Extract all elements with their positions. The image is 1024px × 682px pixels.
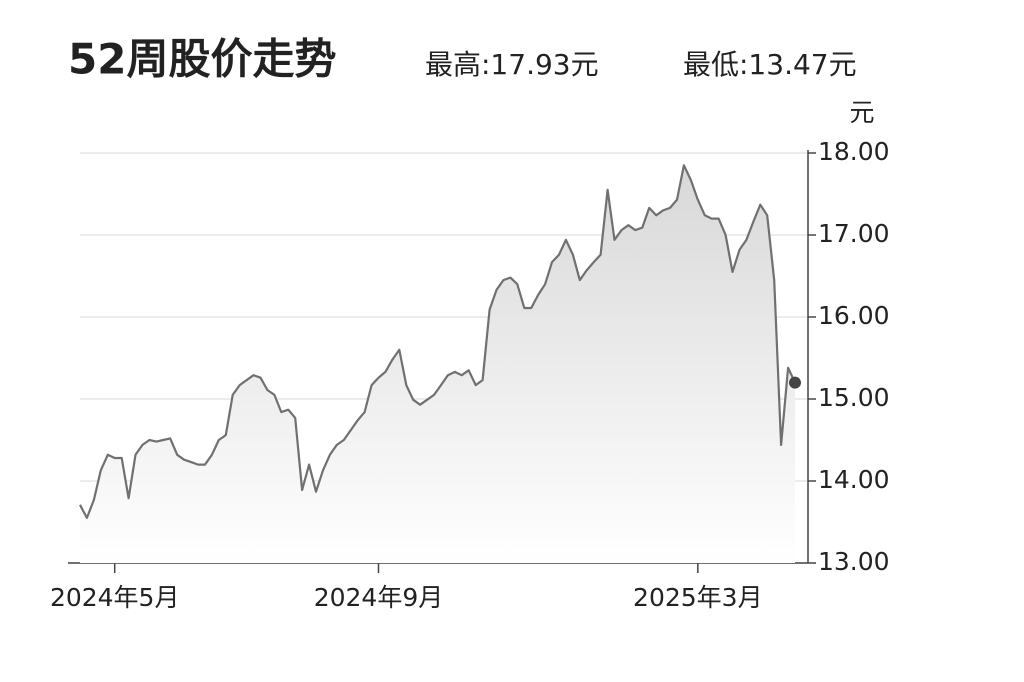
low-price: 最低:13.47元 [683, 48, 857, 81]
x-tick-label: 2024年9月 [314, 583, 444, 612]
y-tick-label: 13.00 [818, 547, 890, 576]
y-tick-label: 14.00 [818, 465, 890, 494]
area [80, 165, 795, 564]
y-unit: 元 [849, 98, 874, 127]
y-tick-label: 16.00 [818, 301, 890, 330]
price-line [79, 164, 796, 519]
last-price-dot [789, 376, 801, 389]
y-tick-label: 15.00 [818, 383, 890, 412]
high-price: 最高:17.93元 [425, 48, 599, 81]
y-tick-label: 18.00 [818, 137, 890, 166]
y-tick-label: 17.00 [818, 219, 890, 248]
chart-title: 52周股价走势 [68, 35, 336, 84]
x-tick-label: 2024年5月 [50, 583, 180, 612]
x-tick-label: 2025年3月 [633, 583, 763, 612]
